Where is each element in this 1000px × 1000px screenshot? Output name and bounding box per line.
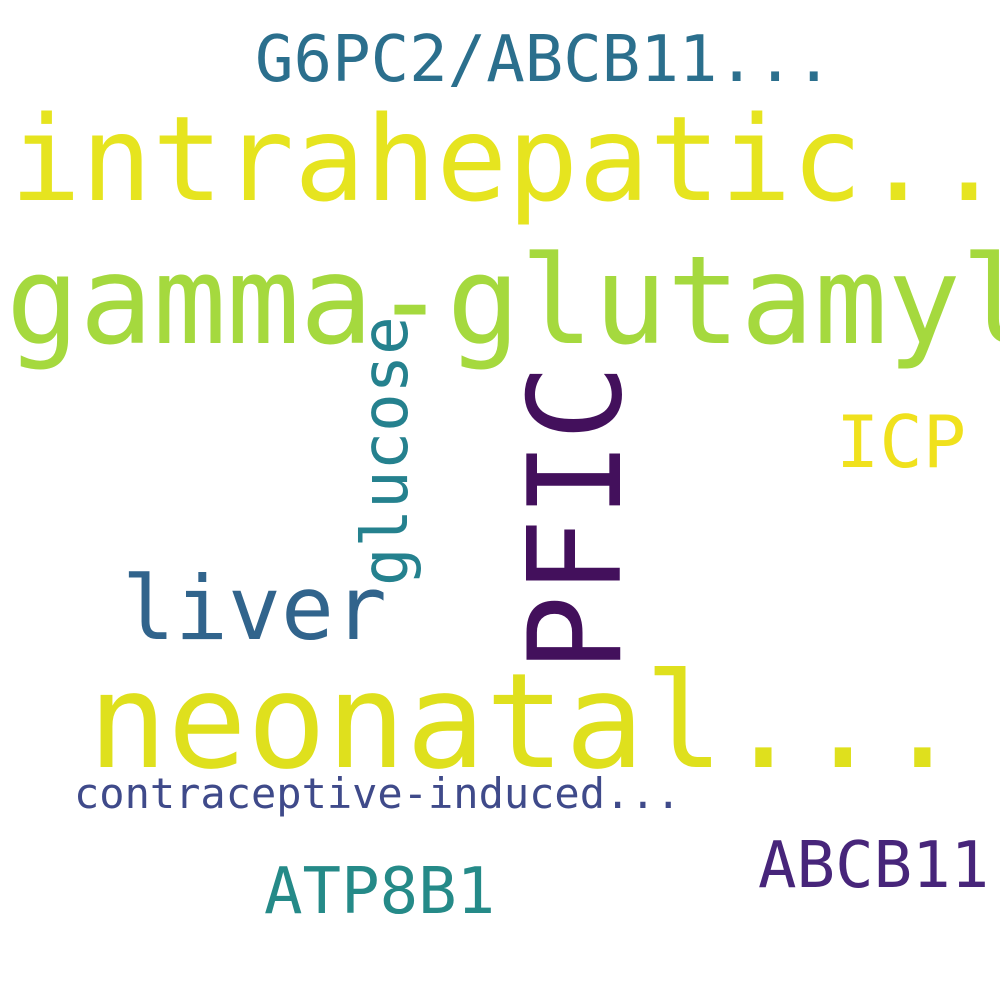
word-g6pc2-abcb11: G6PC2/ABCB11... bbox=[255, 23, 833, 97]
word-liver: liver bbox=[122, 557, 387, 660]
word-contraceptive-induced: contraceptive-induced... bbox=[74, 769, 681, 818]
word-gamma-glutamyl: gamma-glutamyl bbox=[6, 230, 1000, 372]
word-neonatal: neonatal... bbox=[88, 645, 963, 799]
word-pfic: PFIC bbox=[502, 363, 651, 672]
word-intrahepatic: intrahepatic... bbox=[10, 90, 1000, 228]
word-abcb11: ABCB11 bbox=[758, 829, 990, 903]
word-atp8b1: ATP8B1 bbox=[264, 855, 496, 929]
word-glucose: glucose bbox=[349, 316, 423, 586]
word-icp: ICP bbox=[836, 400, 967, 484]
